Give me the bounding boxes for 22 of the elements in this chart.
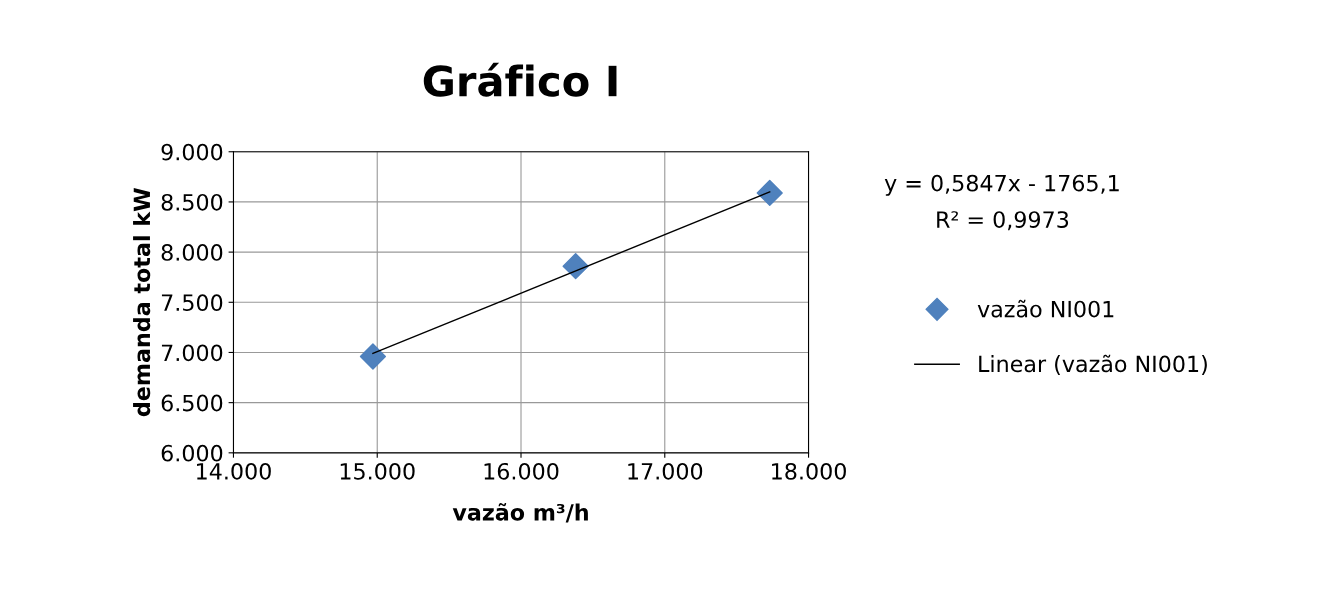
y-tick-label: 8.000 <box>161 244 223 261</box>
chart-title: Gráfico I <box>423 62 617 97</box>
x-tick-label: 14.000 <box>197 462 271 480</box>
x-tick-label: 15.000 <box>340 462 415 480</box>
y-tick-label: 8.500 <box>161 193 223 211</box>
x-axis-title: vazão m³/h <box>452 503 588 523</box>
point <box>359 343 387 370</box>
y-tick-label: 9.000 <box>161 143 223 161</box>
legend-label: vazão NI001 <box>977 299 1114 318</box>
x-tick-label: 18.000 <box>772 462 846 480</box>
point <box>562 253 589 280</box>
legend-label: Linear (vazão NI001) <box>979 354 1207 375</box>
point <box>756 179 783 207</box>
text: R² = 0,9973 <box>937 211 1069 231</box>
x-tick-label: 17.000 <box>628 462 703 480</box>
x-tick-label: 16.000 <box>484 462 559 480</box>
y-tick-label: 6.000 <box>161 444 223 462</box>
y-tick-label: 7.000 <box>161 344 223 362</box>
text: y = 0,5847x - 1765,1 <box>884 174 1119 196</box>
y-tick-label: 6.500 <box>161 394 223 412</box>
y-tick-label: 7.500 <box>161 294 223 312</box>
y-axis-title: demanda total kW <box>133 188 151 417</box>
